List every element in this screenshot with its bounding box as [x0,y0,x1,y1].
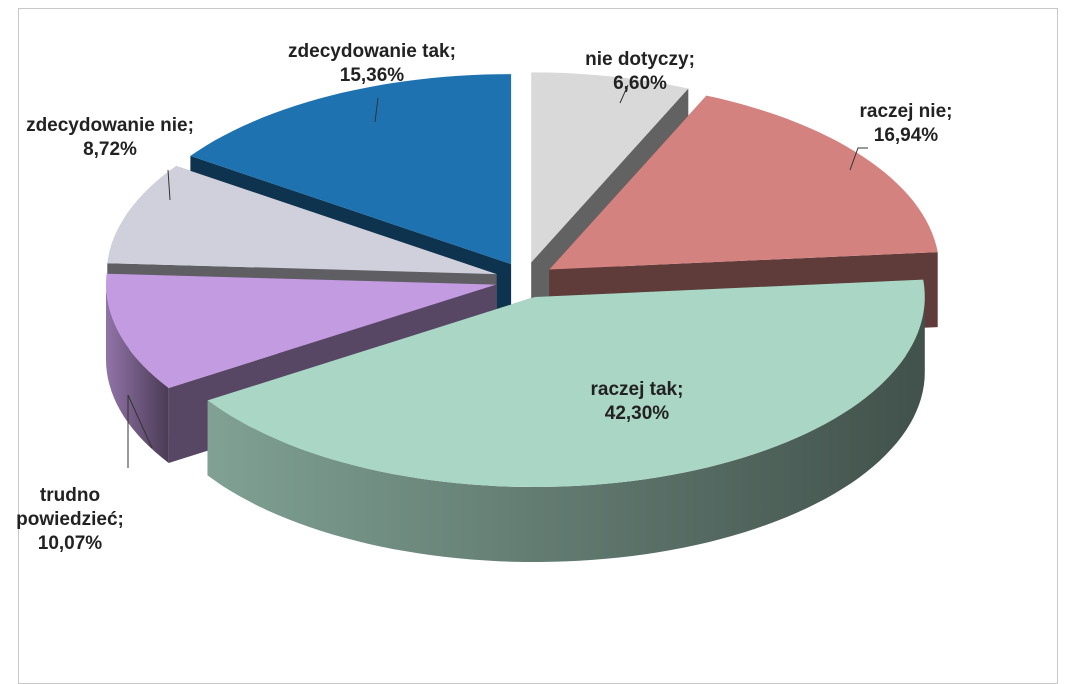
leader-line [127,394,153,468]
leader-line [374,97,379,123]
slice [107,166,497,275]
slice [207,279,925,487]
leader-line [619,84,629,104]
slice-side [207,297,925,562]
data-label: raczej nie; 16,94% [859,101,953,146]
data-label: nie dotyczy; 6,60% [585,49,695,94]
data-label: zdecydowanie tak; 15,36% [288,41,456,86]
data-label: zdecydowanie nie; 8,72% [26,115,194,160]
leader-lines [127,84,868,468]
data-label: trudno powiedzieć; 10,07% [16,485,124,554]
slice [531,72,689,263]
slice [106,273,496,388]
leader-line [167,169,171,201]
slice-side [106,284,169,463]
data-label: raczej tak; 42,30% [590,379,684,424]
slices [106,72,938,562]
leader-line [849,147,868,171]
slice [190,74,512,265]
slice [549,95,938,270]
